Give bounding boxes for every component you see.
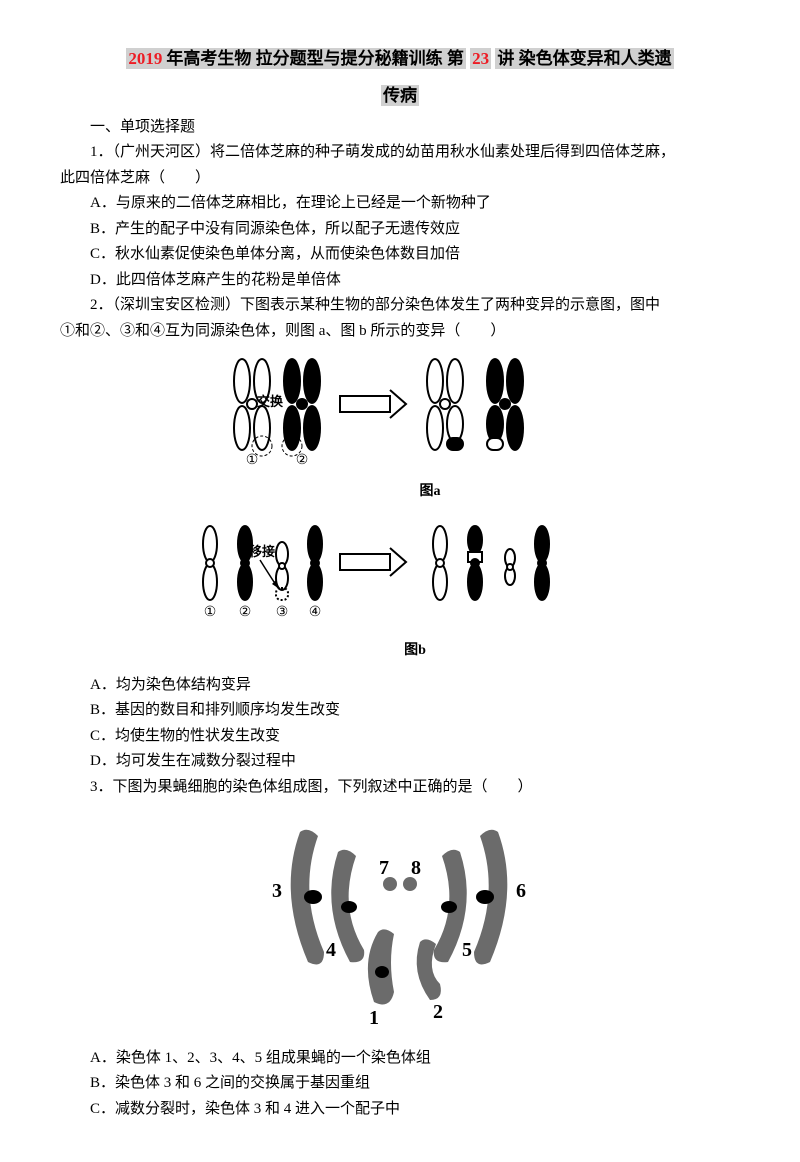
title-part1: 2019: [126, 48, 164, 69]
q2-opt-d: D．均可发生在减数分裂过程中: [60, 749, 740, 775]
q2-figure-a: 交换 ① ②: [60, 356, 740, 476]
q2-opt-a: A．均为染色体结构变异: [60, 673, 740, 699]
q3-opt-b: B．染色体 3 和 6 之间的交换属于基因重组: [60, 1071, 740, 1097]
fig-b-label-3: ③: [276, 605, 289, 620]
q2-figure-b: 移接 ① ② ③ ④: [60, 516, 740, 636]
page-title-2: 传病: [60, 77, 740, 114]
fig-b-label-2: ②: [239, 605, 252, 620]
q3-opt-a: A．染色体 1、2、3、4、5 组成果蝇的一个染色体组: [60, 1046, 740, 1072]
fig-a-label-1: ①: [246, 453, 259, 466]
q1-opt-c: C．秋水仙素促使染色单体分离，从而使染色体数目加倍: [60, 242, 740, 268]
fig-a-label-2: ②: [296, 453, 309, 466]
page-title: 2019年高考生物 拉分题型与提分秘籍训练 第 23 讲 染色体变异和人类遗: [60, 40, 740, 77]
q3-label-1: 1: [369, 1007, 379, 1029]
q3-opt-c: C．减数分裂时，染色体 3 和 4 进入一个配子中: [60, 1097, 740, 1123]
q3-label-3: 3: [272, 880, 282, 902]
title-part3: 23: [470, 48, 491, 69]
q3-label-5: 5: [462, 939, 472, 961]
fig-b-trans-label: 移接: [249, 544, 275, 559]
fig-b-label-4: ④: [309, 605, 322, 620]
q2-opt-b: B．基因的数目和排列顺序均发生改变: [60, 698, 740, 724]
section-heading: 一、单项选择题: [60, 115, 740, 141]
q2-fig-b-label: 图b: [90, 639, 740, 663]
q2-stem2: ①和②、③和④互为同源染色体，则图 a、图 b 所示的变异（ ）: [60, 319, 740, 345]
q1-opt-d: D．此四倍体芝麻产生的花粉是单倍体: [60, 268, 740, 294]
q1-opt-b: B．产生的配子中没有同源染色体，所以配子无遗传效应: [60, 217, 740, 243]
q1-stem: 1．（广州天河区）将二倍体芝麻的种子萌发成的幼苗用秋水仙素处理后得到四倍体芝麻，: [60, 140, 740, 166]
title-part2: 年高考生物 拉分题型与提分秘籍训练 第: [164, 48, 466, 69]
q3-label-2: 2: [433, 1001, 443, 1023]
q3-figure: 3 4 5 6 7 8 1 2: [60, 812, 740, 1042]
q3-label-7: 7: [379, 857, 389, 879]
title-part5: 传病: [381, 85, 419, 106]
q3-label-4: 4: [326, 939, 336, 961]
fig-b-label-1: ①: [204, 605, 217, 620]
q2-fig-a-label: 图a: [120, 480, 740, 504]
q3-stem: 3．下图为果蝇细胞的染色体组成图，下列叙述中正确的是（ ）: [60, 775, 740, 801]
q3-label-8: 8: [411, 857, 421, 879]
q1-stem2: 此四倍体芝麻（ ）: [60, 166, 740, 192]
fig-a-cross-label: 交换: [257, 394, 284, 409]
title-part4: 讲 染色体变异和人类遗: [495, 48, 673, 69]
q2-stem: 2．（深圳宝安区检测）下图表示某种生物的部分染色体发生了两种变异的示意图，图中: [60, 293, 740, 319]
q2-opt-c: C．均使生物的性状发生改变: [60, 724, 740, 750]
q3-label-6: 6: [516, 880, 526, 902]
q1-opt-a: A．与原来的二倍体芝麻相比，在理论上已经是一个新物种了: [60, 191, 740, 217]
